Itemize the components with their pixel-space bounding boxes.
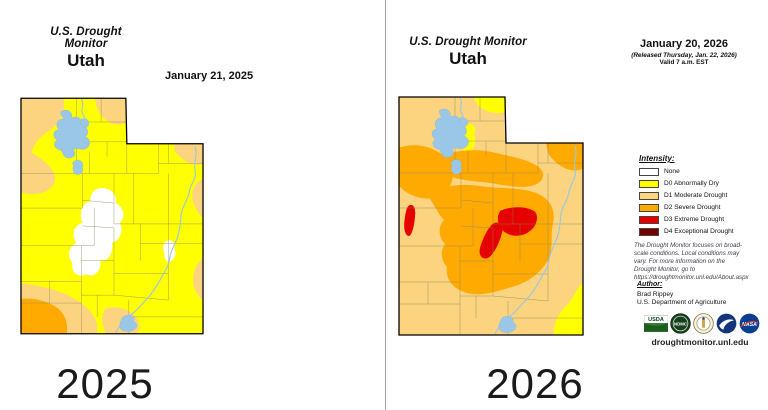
website-url: droughtmonitor.unl.edu	[651, 337, 749, 347]
left-state-title: Utah	[67, 51, 105, 70]
drought-region-none	[163, 240, 176, 262]
ndmc-logo-icon: NDMC	[670, 313, 691, 334]
left-monitor-title: U.S. Drought Monitor	[50, 26, 122, 50]
left-map-date: January 21, 2025	[165, 70, 254, 82]
legend-title: Intensity:	[639, 154, 675, 163]
drought-region-d1	[95, 98, 126, 125]
drought-region-d1	[174, 143, 204, 165]
right-title-block: U.S. Drought Monitor Utah	[408, 36, 528, 69]
drought-map-2025	[20, 97, 204, 335]
legend-label: D4 Exceptional Drought	[664, 228, 734, 236]
drought-region-d1	[20, 98, 64, 195]
right-map-date: January 20, 2026	[639, 38, 729, 50]
svg-text:NDMC: NDMC	[674, 321, 688, 326]
legend-label: None	[664, 168, 680, 176]
agency-logos: USDA NDMC NASA	[644, 313, 760, 334]
right-released-note: (Released Thursday, Jan. 22, 2026)	[631, 51, 737, 59]
nasa-logo-icon: NASA	[739, 313, 760, 334]
river-water	[459, 97, 464, 127]
drought-region-d0	[553, 282, 583, 335]
lake-water	[498, 316, 517, 333]
legend-swatch	[639, 228, 659, 236]
right-state-title: Utah	[449, 49, 487, 68]
right-year-label: 2026	[486, 360, 584, 407]
legend-swatch	[639, 168, 659, 176]
right-date-block: January 20, 2026 (Released Thursday, Jan…	[624, 38, 744, 66]
drought-region-d3	[497, 207, 537, 236]
drought-region-none	[68, 187, 124, 276]
legend-row: None	[639, 168, 761, 176]
lake-water	[458, 117, 468, 127]
author-heading: Author:	[637, 281, 663, 288]
legend-swatch	[639, 216, 659, 224]
legend-label: D2 Severe Drought	[664, 204, 721, 212]
state-border	[398, 96, 584, 336]
right-valid-note: Valid 7 a.m. EST	[659, 59, 709, 66]
left-title-block: U.S. Drought Monitor Utah	[28, 26, 144, 71]
lake-water	[72, 159, 83, 175]
drought-region-d3	[404, 204, 416, 236]
legend-label: D1 Moderate Drought	[664, 192, 728, 200]
legend-row: D1 Moderate Drought	[639, 192, 761, 200]
legend-row: D2 Severe Drought	[639, 204, 761, 212]
unl-seal-icon	[693, 313, 714, 334]
drought-region-d1	[192, 178, 204, 218]
legend-row: D4 Exceptional Drought	[639, 228, 761, 236]
usda-logo-icon: USDA	[644, 315, 668, 332]
svg-text:NASA: NASA	[742, 322, 757, 328]
legend-swatch	[639, 180, 659, 188]
legend-row: D3 Extreme Drought	[639, 216, 761, 224]
svg-text:USDA: USDA	[648, 317, 664, 323]
drought-region-d1	[193, 257, 204, 301]
author-org: U.S. Department of Agriculture	[637, 299, 727, 306]
river-water	[494, 145, 577, 335]
legend-swatch	[639, 204, 659, 212]
drought-region-d3	[479, 222, 503, 259]
legend-items: None D0 Abnormally Dry D1 Moderate Drought…	[639, 168, 761, 236]
drought-region-d0	[474, 97, 505, 113]
noaa-logo-icon	[716, 313, 737, 334]
drought-map-2026	[398, 96, 584, 336]
disclaimer-text: The Drought Monitor focuses on broad-sca…	[634, 242, 749, 282]
lake-water	[80, 118, 89, 128]
river-water	[80, 98, 85, 128]
drought-region-d2	[435, 150, 544, 187]
legend-swatch	[639, 192, 659, 200]
lake-water	[451, 159, 462, 175]
left-year-label: 2025	[56, 360, 154, 407]
right-monitor-title: U.S. Drought Monitor	[409, 36, 527, 48]
author-name: Brad Rippey	[637, 291, 674, 298]
author-block: Author: Brad Rippey U.S. Department of A…	[637, 281, 726, 306]
state-border	[20, 97, 204, 335]
legend-row: D0 Abnormally Dry	[639, 180, 761, 188]
legend: Intensity: None D0 Abnormally Dry D1 Moder…	[639, 154, 761, 240]
river-water	[115, 146, 197, 333]
panel-divider	[385, 0, 386, 410]
lake-water	[119, 315, 138, 332]
drought-region-d2	[20, 298, 68, 334]
legend-label: D0 Abnormally Dry	[664, 180, 719, 188]
legend-label: D3 Extreme Drought	[664, 216, 725, 224]
